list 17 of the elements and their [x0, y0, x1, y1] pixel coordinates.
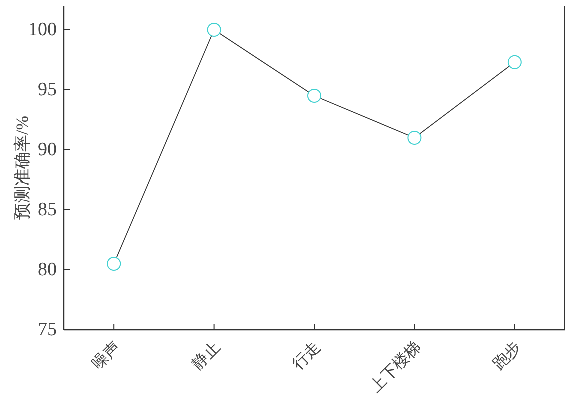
point [207, 23, 222, 37]
x-tick-label: 静止 [188, 338, 224, 374]
x-tick-label: 行走 [289, 338, 324, 374]
point [308, 89, 322, 103]
y-tick-label: 90 [38, 140, 57, 160]
point [508, 55, 522, 70]
y-tick-label: 80 [38, 260, 57, 280]
y-tick-label: 100 [28, 20, 57, 40]
x-tick-label: 上下楼梯 [366, 338, 425, 396]
y-tick-label: 75 [38, 320, 57, 340]
x-tick-label: 噪声 [88, 338, 124, 374]
y-axis-title: 预测准确率/% [12, 116, 32, 220]
y-tick-label: 85 [38, 200, 57, 220]
point [107, 257, 122, 271]
y-tick-label: 95 [38, 80, 57, 100]
x-tick-label: 跑步 [489, 338, 525, 374]
point [408, 131, 422, 145]
